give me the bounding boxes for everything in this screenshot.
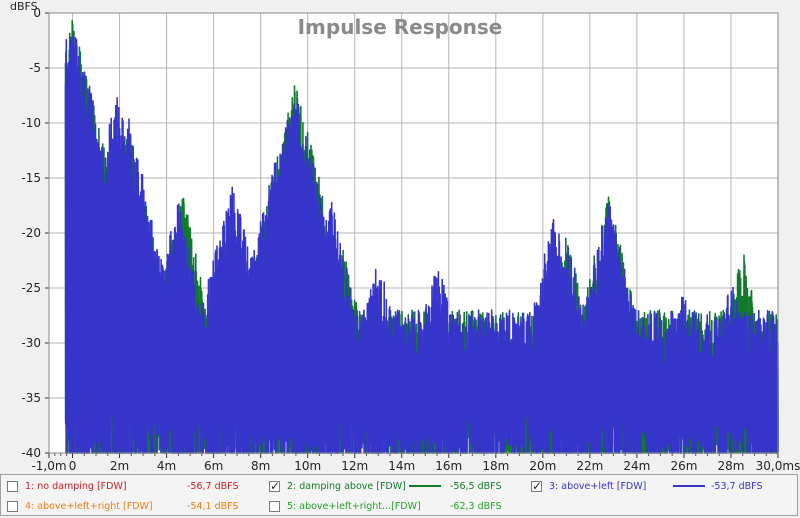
legend-value-4: -54,1 dBFS xyxy=(187,500,239,512)
legend-checkbox-1[interactable] xyxy=(7,480,18,492)
legend-checkbox-2[interactable] xyxy=(269,479,280,493)
legend-checkbox-4[interactable] xyxy=(7,500,18,512)
x-tick-label: 4m xyxy=(157,459,176,472)
legend-label-3: 3: above+left [FDW] xyxy=(549,480,647,492)
x-tick-label: 14m xyxy=(388,459,415,472)
legend-item-2[interactable]: 2: damping above [FDW] xyxy=(269,476,406,496)
x-tick-label: 18m xyxy=(482,459,509,472)
chart-title: Impulse Response xyxy=(298,15,503,39)
legend-label-1: 1: no damping [FDW] xyxy=(25,480,127,492)
x-tick-label: 24m xyxy=(623,459,650,472)
legend-panel: 1: no damping [FDW] -56,7 dBFS 2: dampin… xyxy=(0,474,798,516)
legend-row-2: 4: above+left+right [FDW] -54,1 dBFS 5: … xyxy=(1,496,797,516)
x-tick-label: 6m xyxy=(204,459,223,472)
x-tick-label: -1,0m xyxy=(31,459,66,472)
x-tick-label: 2m xyxy=(110,459,129,472)
series-trace-2 xyxy=(64,30,779,454)
x-tick-label: 16m xyxy=(435,459,462,472)
legend-value-3: -53,7 dBFS xyxy=(711,480,763,492)
legend-item-3[interactable]: 3: above+left [FDW] xyxy=(531,476,646,496)
x-tick-label: 22m xyxy=(576,459,603,472)
y-tick-label: -30 xyxy=(21,336,41,350)
chart-svg: -1,0m 0 2m 4m 6m 8m 10m 12m 14m 16m 18m 20m 22m 24m 26… xyxy=(10,0,800,473)
y-tick-label: 0 xyxy=(33,6,41,20)
x-tick-label: 12m xyxy=(341,459,368,472)
legend-checkbox-3[interactable] xyxy=(531,479,542,493)
x-tick-label: 26m xyxy=(670,459,697,472)
legend-line-swatch-3 xyxy=(673,485,705,487)
x-tick-label: 28m xyxy=(717,459,744,472)
y-tick-label: -35 xyxy=(21,391,41,405)
legend-item-5[interactable]: 5: above+left+right...[FDW] xyxy=(269,496,421,516)
legend-row-1: 1: no damping [FDW] -56,7 dBFS 2: dampin… xyxy=(1,476,797,496)
legend-item-1[interactable]: 1: no damping [FDW] xyxy=(7,476,127,496)
y-tick-label: -10 xyxy=(21,116,41,130)
legend-item-4[interactable]: 4: above+left+right [FDW] xyxy=(7,496,153,516)
legend-checkbox-5[interactable] xyxy=(269,500,280,512)
y-tick-label: -5 xyxy=(29,61,41,75)
x-tick-label: 10m xyxy=(294,459,321,472)
y-tick-label: -15 xyxy=(21,171,41,185)
y-tick-label: -20 xyxy=(21,226,41,240)
legend-value-5: -62,3 dBFS xyxy=(450,500,502,512)
x-tick-label: 20m xyxy=(529,459,556,472)
x-tick-label: 8m xyxy=(251,459,270,472)
plot-border xyxy=(48,12,779,454)
x-tick-label: 30,0ms xyxy=(756,459,800,472)
legend-line-swatch-2 xyxy=(409,485,441,487)
legend-label-5: 5: above+left+right...[FDW] xyxy=(287,500,421,512)
legend-value-2: -56,5 dBFS xyxy=(450,480,502,492)
axes: -1,0m 0 2m 4m 6m 8m 10m 12m 14m 16m 18m 20m 22m 24m 26… xyxy=(21,6,800,473)
legend-label-2: 2: damping above [FDW] xyxy=(287,480,406,492)
y-tick-label: -40 xyxy=(21,446,41,460)
series-traces xyxy=(64,19,779,454)
y-axis-unit-label: dBFS xyxy=(10,0,38,13)
legend-label-4: 4: above+left+right [FDW] xyxy=(25,500,153,512)
legend-value-1: -56,7 dBFS xyxy=(187,480,239,492)
x-tick-label: 0 xyxy=(69,459,77,472)
impulse-response-chart: -1,0m 0 2m 4m 6m 8m 10m 12m 14m 16m 18m 20m 22m 24m 26… xyxy=(10,0,800,473)
y-tick-label: -25 xyxy=(21,281,41,295)
